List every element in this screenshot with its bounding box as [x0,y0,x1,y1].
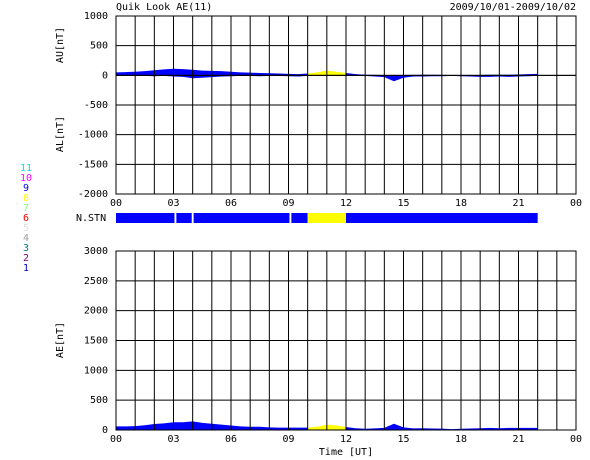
x-tick-label: 03 [167,198,179,209]
date-range: 2009/10/01-2009/10/02 [450,2,576,13]
x-tick-label: 21 [512,434,524,445]
station-segment [176,213,192,223]
x-tick-label: 00 [570,434,582,445]
x-tick-label: 09 [282,434,294,445]
station-legend-label: 3 [23,243,29,254]
x-tick-label: 12 [340,434,352,445]
y-tick-label: 3000 [84,246,108,257]
y-tick-label: 1000 [84,11,108,22]
y-tick-label: 0 [102,425,108,436]
x-tick-label: 00 [110,434,122,445]
x-tick-label: 09 [282,198,294,209]
y-tick-label: 500 [90,41,108,52]
x-tick-label: 15 [397,198,409,209]
station-segment [116,213,175,223]
station-legend-label: 10 [20,173,32,184]
station-legend-label: 1 [23,263,29,274]
station-legend-label: 9 [23,183,29,194]
area [116,75,538,82]
x-tick-label: 06 [225,198,237,209]
station-legend-label: 7 [23,203,29,214]
x-tick-label: 18 [455,198,467,209]
x-tick-label: 00 [570,198,582,209]
y-axis-label: AL[nT] [55,116,66,152]
x-tick-label: 00 [110,198,122,209]
x-tick-label: 12 [340,198,352,209]
station-bar-label: N.STN [76,213,106,224]
station-legend-label: 8 [23,193,29,204]
x-tick-label: 15 [397,434,409,445]
y-tick-label: -1000 [78,130,108,141]
station-legend-label: 4 [23,233,29,244]
y-tick-label: -500 [84,100,108,111]
plot-frame [115,15,577,195]
x-tick-label: 21 [512,198,524,209]
y-tick-label: 500 [90,395,108,406]
y-tick-label: -1500 [78,159,108,170]
x-tick-label: 03 [167,434,179,445]
station-segment [346,213,538,223]
y-axis-label: AU[nT] [55,27,66,63]
y-tick-label: 1000 [84,365,108,376]
plot-frame [115,250,577,431]
station-segment [307,213,346,223]
x-axis-label: Time [UT] [319,447,373,458]
y-axis-label: AE[nT] [55,322,66,358]
station-legend-label: 5 [23,223,29,234]
station-legend-label: 2 [23,253,29,264]
station-segment [291,213,308,223]
y-tick-label: 1500 [84,336,108,347]
y-tick-label: -2000 [78,189,108,200]
y-tick-label: 2000 [84,306,108,317]
chart-title: Quik Look AE(11) [116,2,212,13]
x-tick-label: 06 [225,434,237,445]
station-legend-label: 6 [23,213,29,224]
y-tick-label: 0 [102,70,108,81]
y-tick-label: 2500 [84,276,108,287]
x-tick-label: 18 [455,434,467,445]
station-segment [193,213,290,223]
station-legend-label: 11 [20,163,32,174]
